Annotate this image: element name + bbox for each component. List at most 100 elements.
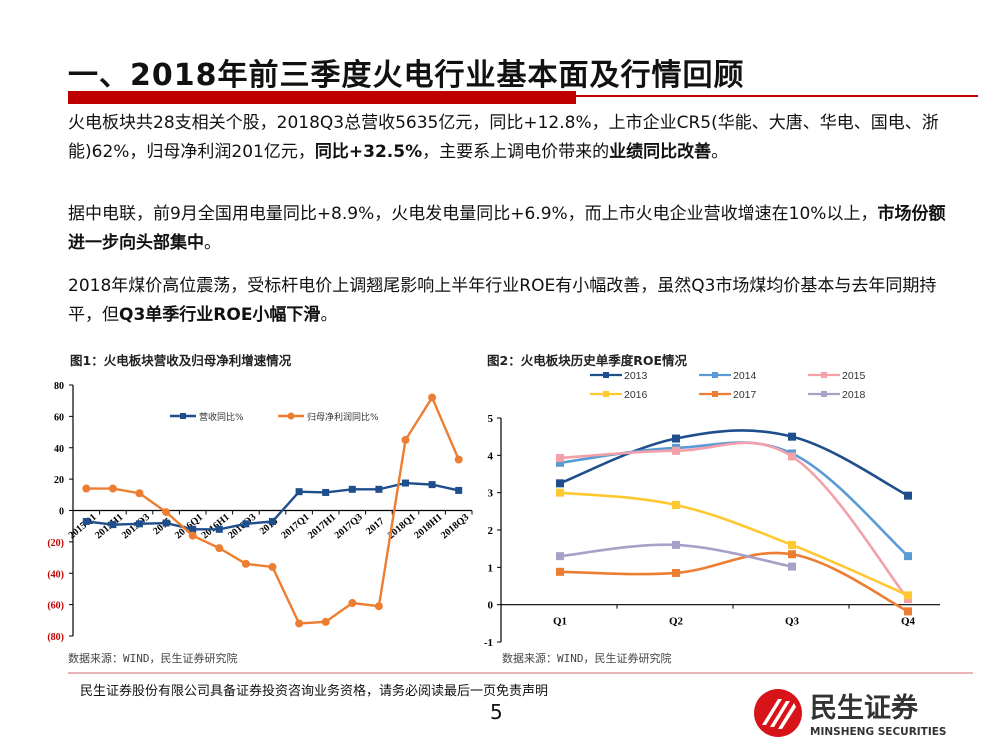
data-point [322, 488, 330, 496]
highlight-text: Q3单季行业ROE小幅下滑 [119, 305, 321, 325]
data-point [162, 508, 171, 517]
data-point [348, 599, 357, 608]
y-tick-label: (80) [47, 632, 64, 643]
data-point [672, 446, 680, 455]
legend-label: 2013 [624, 370, 648, 382]
data-point [788, 540, 796, 549]
series-line-2017 [559, 551, 909, 613]
data-point [454, 455, 463, 464]
data-point [455, 486, 463, 494]
body-text: 火电板块共28支相关个股，2018Q3总营收5635亿元，同比+12.8%，上市… [68, 113, 939, 162]
data-point [788, 550, 796, 559]
y-tick-label: 80 [54, 381, 64, 392]
data-point [375, 485, 383, 493]
x-tick-label: Q2 [669, 616, 684, 628]
highlight-text: 同比+32.5% [314, 142, 423, 162]
body-text: 2018年煤价高位震荡，受标杆电价上调翘尾影响上半年行业ROE有小幅改善，虽然Q… [68, 276, 937, 325]
x-tick-label: 2016 [258, 516, 280, 537]
footer-disclaimer: 民生证券股份有限公司具备证券投资咨询业务资格，请务必阅读最后一页免责声明 [80, 684, 549, 699]
body-text: 。 [204, 233, 221, 253]
y-tick-label: 1 [488, 562, 494, 574]
legend-marker [603, 391, 609, 397]
data-point [295, 488, 303, 496]
y-tick-label: 20 [54, 475, 64, 486]
highlight-text: 业绩同比改善 [609, 142, 712, 162]
legend-marker [821, 391, 827, 397]
y-tick-label: (40) [47, 569, 64, 580]
minsheng-logo: 民生证券 MINSHENG SECURITIES [752, 685, 952, 741]
chart-quarterly-roe: 5 4 3 2 1 0 -1 Q1 Q2 Q3 Q4 2013 2014 2015 2016 2017 2018 [484, 370, 940, 649]
y-tick-label: 0 [59, 507, 64, 518]
data-point [556, 458, 564, 467]
footer-divider [68, 672, 973, 674]
data-point [788, 562, 796, 571]
highlight-text: 市场份额进一步向头部集中 [68, 204, 946, 253]
data-point [904, 491, 912, 500]
data-point [556, 567, 564, 576]
page-title: 一、2018年前三季度火电行业基本面及行情回顾 [68, 58, 745, 93]
body-text: 据中电联，前9月全国用电量同比+8.9%，火电发电量同比+6.9%，而上市火电企… [68, 204, 878, 224]
data-point [162, 519, 170, 527]
legend-label: 2018 [842, 389, 866, 401]
x-tick-label: Q3 [785, 616, 800, 628]
data-point [401, 435, 410, 444]
data-point [672, 500, 680, 509]
data-point [215, 544, 224, 553]
logo-chinese-text: 民生证券 [810, 692, 919, 724]
data-point [556, 552, 564, 561]
body-text: ，主要系上调电价带来的 [422, 142, 610, 162]
data-point [672, 540, 680, 549]
x-tick-label: 2018Q3 [439, 512, 471, 541]
data-point [556, 488, 564, 497]
data-point [108, 484, 117, 493]
data-point [904, 552, 912, 561]
legend-marker [712, 372, 718, 378]
legend-marker [287, 412, 295, 420]
data-point [556, 479, 564, 488]
x-tick-label: 2017Q3 [333, 512, 365, 541]
y-tick-label: 0 [488, 600, 494, 612]
legend-label: 2015 [842, 370, 866, 382]
x-tick-label: 2017H1 [306, 512, 338, 541]
data-point [135, 489, 144, 498]
data-point [402, 479, 409, 487]
series-line-2015 [559, 441, 910, 600]
figure2-source: 数据来源：WIND，民生证券研究院 [502, 652, 672, 665]
data-point [269, 517, 276, 525]
data-point [672, 568, 680, 577]
data-point [82, 484, 91, 493]
data-point [904, 607, 912, 616]
y-tick-label: 4 [488, 450, 494, 462]
series-line-2013 [559, 429, 909, 497]
data-point [241, 559, 250, 568]
series-line-2016 [559, 491, 909, 597]
x-tick-label: 2015 [151, 516, 173, 537]
figure1-source: 数据来源：WIND，民生证券研究院 [68, 652, 238, 665]
y-tick-label: 3 [488, 488, 494, 500]
data-point [268, 562, 277, 571]
data-point [904, 591, 912, 600]
y-tick-label: -1 [484, 637, 493, 649]
data-point [428, 481, 436, 489]
data-point [428, 393, 437, 402]
legend-label: 营收同比% [199, 411, 244, 423]
title-accent-bar [68, 91, 576, 104]
data-point [189, 525, 197, 533]
legend-label: 2016 [624, 389, 648, 401]
chart-revenue-profit-growth: 806040200(20)(40)(60)(80)2015Q12015H1201… [47, 381, 473, 643]
legend-marker [821, 372, 827, 378]
data-point [556, 453, 564, 462]
data-point [136, 520, 143, 528]
data-point [321, 617, 330, 626]
x-tick-label: 2017 [364, 516, 386, 537]
data-point [348, 485, 356, 493]
y-tick-label: 5 [488, 413, 494, 425]
x-tick-label: 2015Q3 [120, 512, 152, 541]
paragraph-roe: 2018年煤价高位震荡，受标杆电价上调翘尾影响上半年行业ROE有小幅改善，虽然Q… [68, 272, 953, 330]
figure1-title: 图1：火电板块营收及归母净利增速情况 [70, 353, 292, 368]
y-tick-label: 60 [54, 412, 64, 423]
x-tick-label: Q4 [901, 616, 916, 628]
paragraph-market-share: 据中电联，前9月全国用电量同比+8.9%，火电发电量同比+6.9%，而上市火电企… [68, 200, 953, 258]
paragraph-revenue: 火电板块共28支相关个股，2018Q3总营收5635亿元，同比+12.8%，上市… [68, 109, 953, 167]
legend-marker [603, 372, 609, 378]
